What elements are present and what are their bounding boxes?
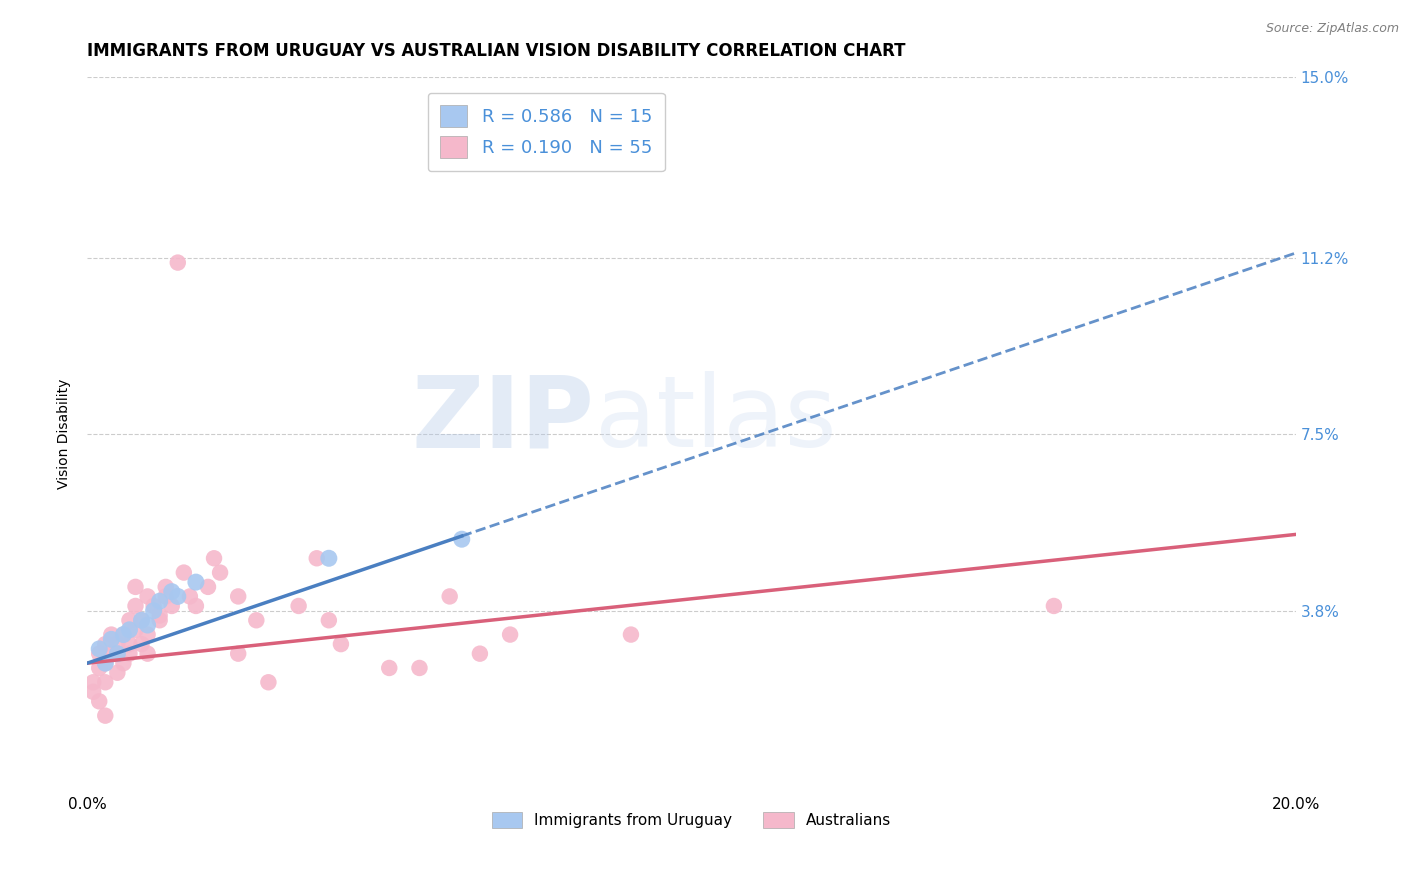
Point xyxy=(118,613,141,627)
Point xyxy=(124,623,146,637)
Point xyxy=(112,656,135,670)
Point xyxy=(149,608,172,623)
Point xyxy=(118,637,141,651)
Text: ZIP: ZIP xyxy=(412,371,595,468)
Point xyxy=(100,632,122,647)
Point xyxy=(82,685,104,699)
Point xyxy=(136,647,159,661)
Point xyxy=(89,694,111,708)
Point xyxy=(89,647,111,661)
Point xyxy=(287,599,309,613)
Legend: Immigrants from Uruguay, Australians: Immigrants from Uruguay, Australians xyxy=(485,806,897,834)
Point xyxy=(136,627,159,641)
Point xyxy=(89,661,111,675)
Point xyxy=(257,675,280,690)
Point xyxy=(136,618,159,632)
Point xyxy=(100,627,122,641)
Point xyxy=(197,580,219,594)
Point xyxy=(499,627,522,641)
Point xyxy=(149,594,172,608)
Point xyxy=(408,661,430,675)
Point xyxy=(105,647,128,661)
Y-axis label: Vision Disability: Vision Disability xyxy=(58,379,72,490)
Text: atlas: atlas xyxy=(595,371,837,468)
Point xyxy=(105,647,128,661)
Point xyxy=(100,647,122,661)
Point xyxy=(94,656,117,670)
Point xyxy=(142,604,165,618)
Point xyxy=(166,255,188,269)
Text: Source: ZipAtlas.com: Source: ZipAtlas.com xyxy=(1265,22,1399,36)
Point xyxy=(184,575,207,590)
Point xyxy=(439,590,461,604)
Point xyxy=(82,675,104,690)
Point xyxy=(166,590,188,604)
Point xyxy=(131,613,153,627)
Point xyxy=(245,613,267,627)
Point xyxy=(94,708,117,723)
Point xyxy=(124,599,146,613)
Point xyxy=(94,637,117,651)
Point xyxy=(318,551,340,566)
Point xyxy=(209,566,232,580)
Point xyxy=(94,656,117,670)
Text: IMMIGRANTS FROM URUGUAY VS AUSTRALIAN VISION DISABILITY CORRELATION CHART: IMMIGRANTS FROM URUGUAY VS AUSTRALIAN VI… xyxy=(87,42,905,60)
Point xyxy=(329,637,352,651)
Point xyxy=(118,623,141,637)
Point xyxy=(160,584,183,599)
Point xyxy=(184,599,207,613)
Point xyxy=(118,647,141,661)
Point xyxy=(149,613,172,627)
Point xyxy=(450,532,472,546)
Point xyxy=(202,551,225,566)
Point xyxy=(318,613,340,627)
Point xyxy=(160,599,183,613)
Point xyxy=(305,551,328,566)
Point xyxy=(179,590,201,604)
Point xyxy=(226,647,249,661)
Point xyxy=(89,641,111,656)
Point xyxy=(105,665,128,680)
Point xyxy=(468,647,491,661)
Point xyxy=(142,599,165,613)
Point xyxy=(226,590,249,604)
Point xyxy=(620,627,643,641)
Point xyxy=(155,590,177,604)
Point xyxy=(131,613,153,627)
Point xyxy=(378,661,401,675)
Point xyxy=(136,590,159,604)
Point xyxy=(1043,599,1066,613)
Point xyxy=(155,580,177,594)
Point xyxy=(173,566,195,580)
Point xyxy=(131,637,153,651)
Point xyxy=(124,580,146,594)
Point xyxy=(105,637,128,651)
Point xyxy=(94,675,117,690)
Point xyxy=(112,627,135,641)
Point xyxy=(112,627,135,641)
